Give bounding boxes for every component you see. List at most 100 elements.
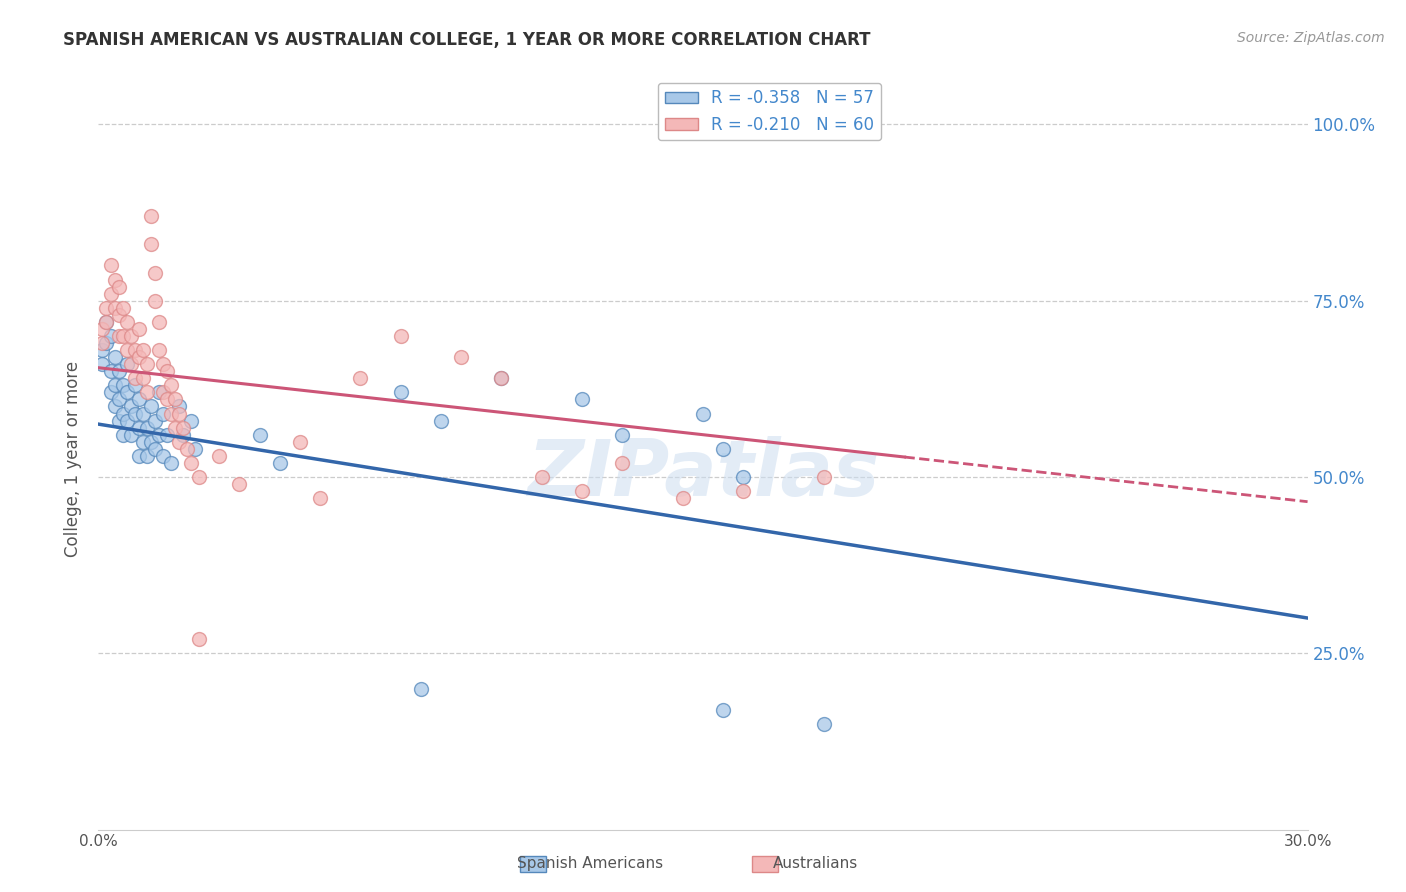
Point [349, 371, 371, 385]
Point [103, 301, 125, 315]
Point [128, 322, 150, 336]
Point [143, 266, 166, 280]
Point [711, 442, 734, 456]
Legend: R = -0.358   N = 57, R = -0.210   N = 60: R = -0.358 N = 57, R = -0.210 N = 60 [658, 83, 882, 140]
Point [96, 315, 118, 329]
Point [156, 427, 179, 442]
Point [143, 442, 166, 456]
Point [111, 427, 134, 442]
Point [389, 385, 412, 400]
Point [120, 329, 142, 343]
Point [135, 449, 157, 463]
Point [107, 279, 129, 293]
Point [692, 407, 714, 421]
Point [163, 420, 186, 434]
Point [96, 336, 118, 351]
Point [288, 434, 311, 449]
Point [491, 371, 513, 385]
Point [124, 407, 146, 421]
Point [100, 329, 122, 343]
Point [103, 272, 125, 286]
Point [167, 407, 190, 421]
Point [120, 427, 142, 442]
Point [120, 400, 142, 414]
Point [100, 259, 122, 273]
Point [107, 329, 129, 343]
Point [176, 442, 198, 456]
Text: SPANISH AMERICAN VS AUSTRALIAN COLLEGE, 1 YEAR OR MORE CORRELATION CHART: SPANISH AMERICAN VS AUSTRALIAN COLLEGE, … [63, 31, 870, 49]
Point [733, 484, 755, 499]
Point [124, 343, 146, 357]
Point [132, 434, 155, 449]
Point [115, 315, 138, 329]
Point [180, 414, 202, 428]
Point [103, 350, 125, 364]
Point [115, 357, 138, 371]
Point [148, 427, 170, 442]
Point [148, 343, 170, 357]
Point [167, 434, 190, 449]
Point [96, 301, 118, 315]
Point [160, 456, 183, 470]
Point [152, 449, 174, 463]
Point [115, 385, 138, 400]
Point [813, 470, 835, 484]
Point [733, 470, 755, 484]
Point [612, 456, 634, 470]
Point [124, 371, 146, 385]
Point [143, 414, 166, 428]
Point [813, 716, 835, 731]
Point [612, 427, 634, 442]
Point [128, 350, 150, 364]
Point [135, 385, 157, 400]
Point [143, 293, 166, 308]
Point [107, 392, 129, 407]
Point [120, 357, 142, 371]
Point [156, 364, 179, 378]
Point [135, 420, 157, 434]
Point [107, 364, 129, 378]
Point [139, 400, 162, 414]
Text: Source: ZipAtlas.com: Source: ZipAtlas.com [1237, 31, 1385, 45]
Text: Australians: Australians [773, 856, 858, 871]
Point [100, 385, 122, 400]
Point [148, 315, 170, 329]
Point [91, 357, 114, 371]
Point [672, 491, 695, 505]
Point [128, 420, 150, 434]
Point [172, 427, 194, 442]
Point [160, 378, 183, 392]
Point [107, 414, 129, 428]
Point [103, 400, 125, 414]
Point [309, 491, 332, 505]
Point [91, 343, 114, 357]
Point [96, 315, 118, 329]
Point [115, 414, 138, 428]
Point [450, 350, 472, 364]
Point [100, 364, 122, 378]
Point [115, 343, 138, 357]
Point [103, 378, 125, 392]
Point [491, 371, 513, 385]
Point [160, 407, 183, 421]
Point [139, 237, 162, 252]
Point [571, 392, 593, 407]
Point [711, 703, 734, 717]
Point [172, 420, 194, 434]
Text: ZIPatlas: ZIPatlas [527, 436, 879, 512]
Point [91, 322, 114, 336]
Point [135, 357, 157, 371]
Point [132, 407, 155, 421]
Point [124, 378, 146, 392]
Point [152, 357, 174, 371]
Point [111, 329, 134, 343]
Point [249, 427, 271, 442]
Point [208, 449, 231, 463]
Point [111, 407, 134, 421]
Point [111, 378, 134, 392]
Point [152, 385, 174, 400]
Point [228, 477, 250, 491]
Point [132, 343, 155, 357]
Point [100, 286, 122, 301]
Point [156, 392, 179, 407]
